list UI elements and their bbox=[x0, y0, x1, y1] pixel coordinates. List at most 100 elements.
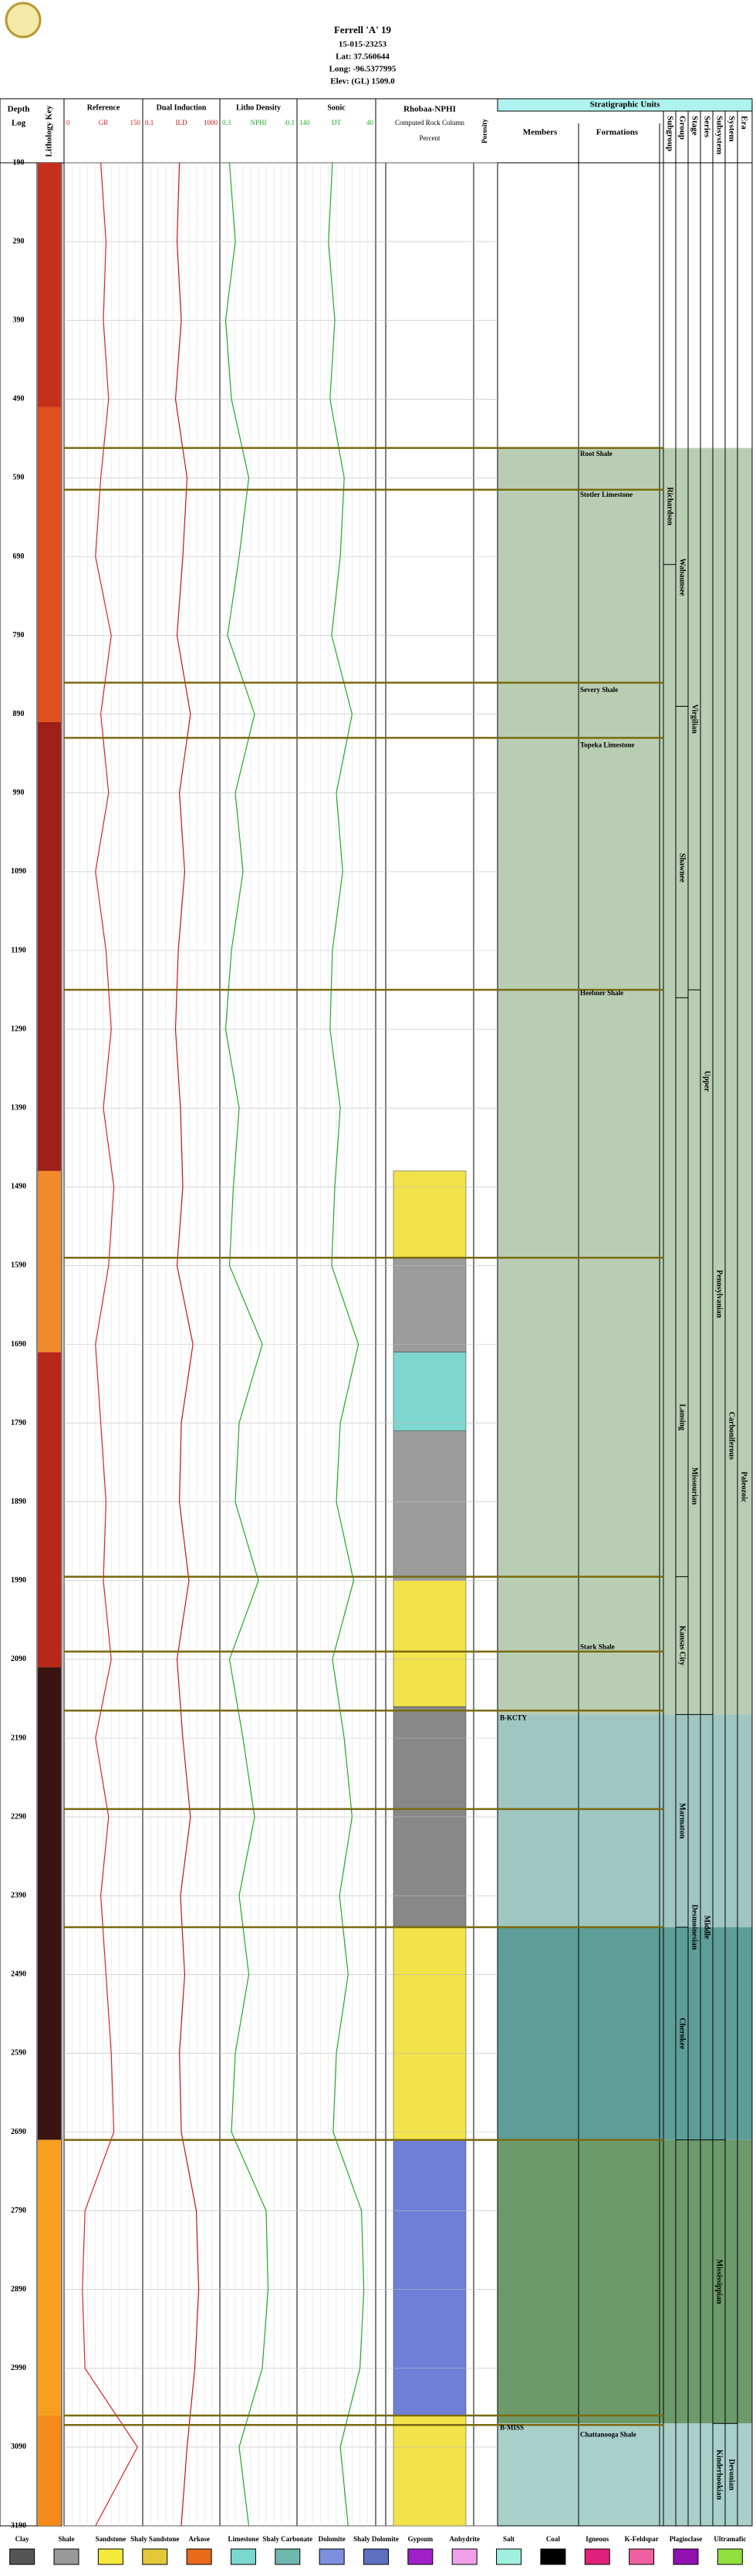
litho-header: Lithology Key bbox=[45, 105, 54, 157]
unit-label: Virgilian bbox=[690, 704, 699, 734]
log-header: Log bbox=[12, 119, 26, 128]
member-label: Stark Shale bbox=[580, 1643, 615, 1651]
unit-label: Kinderhookian bbox=[715, 2449, 724, 2500]
unit-label: Desmoinesian bbox=[690, 1905, 699, 1950]
track-title: Litho Density bbox=[236, 103, 281, 112]
unit-band bbox=[498, 2423, 752, 2526]
depth-label: 1990 bbox=[11, 1576, 26, 1585]
legend-swatch bbox=[451, 2548, 478, 2565]
depth-label: 1290 bbox=[11, 1025, 26, 1033]
rock-interval bbox=[393, 1926, 467, 2140]
unit-label: Lansing bbox=[678, 1404, 687, 1430]
curve-name: ILD bbox=[176, 119, 187, 127]
curve-name: GR bbox=[99, 119, 109, 127]
curve-name: NPHI bbox=[250, 119, 266, 127]
unit-label: Richardson bbox=[666, 487, 674, 525]
depth-label: 1690 bbox=[11, 1340, 26, 1349]
unit-col-header: Era bbox=[739, 116, 748, 130]
track-header bbox=[296, 98, 376, 164]
curve-scale-right: 150 bbox=[130, 119, 141, 127]
legend-label: Clay bbox=[15, 2535, 30, 2543]
legend-swatch bbox=[97, 2548, 123, 2565]
legend-swatch bbox=[275, 2548, 301, 2565]
rock-interval bbox=[393, 1257, 467, 1352]
formations-header: Formations bbox=[596, 128, 639, 137]
unit-col-header: Series bbox=[702, 116, 711, 138]
legend-swatch bbox=[319, 2548, 345, 2565]
log-curve bbox=[328, 162, 365, 2527]
elev: Elev: (GL) 1509.0 bbox=[330, 77, 395, 86]
legend-label: Shaly Dolomite bbox=[353, 2535, 399, 2543]
unit-band bbox=[498, 2139, 752, 2424]
depth-label: 2690 bbox=[11, 2128, 26, 2136]
unit-col-header: System bbox=[727, 116, 736, 142]
members-header: Members bbox=[523, 128, 558, 137]
unit-band bbox=[498, 1927, 752, 2140]
depth-label: 1790 bbox=[11, 1419, 26, 1427]
log-curve bbox=[174, 162, 200, 2527]
unit-label: Middle bbox=[703, 1916, 711, 1940]
well-title: Ferrell 'A' 19 bbox=[334, 24, 392, 35]
depth-header: Depth bbox=[8, 105, 30, 114]
track-title: Dual Induction bbox=[157, 103, 207, 112]
depth-label: 1190 bbox=[11, 946, 25, 954]
track-title: Reference bbox=[87, 103, 120, 112]
legend-label: Shaly Sandstone bbox=[130, 2535, 179, 2543]
legend-label: Plagioclase bbox=[670, 2535, 703, 2543]
curve-scale-left: 140 bbox=[299, 119, 310, 127]
curve-scale-left: 0.3 bbox=[222, 119, 231, 127]
depth-label: 2790 bbox=[11, 2206, 26, 2215]
litho-key bbox=[38, 1170, 61, 1352]
legend-label: Dolomite bbox=[319, 2535, 346, 2543]
depth-label: 590 bbox=[13, 474, 25, 482]
depth-label: 2990 bbox=[11, 2364, 26, 2372]
rock-sub: Computed Rock Column bbox=[395, 119, 465, 127]
litho-key bbox=[38, 1667, 61, 2140]
member-label: B-MISS bbox=[500, 2423, 524, 2431]
rock-unit: Percent bbox=[420, 134, 440, 142]
litho-key bbox=[38, 2416, 61, 2526]
depth-label: 2290 bbox=[11, 1812, 26, 1821]
unit-label: Wabaunsee bbox=[678, 559, 687, 596]
legend-swatch bbox=[496, 2548, 522, 2565]
depth-label: 2390 bbox=[11, 1891, 26, 1899]
depth-label: 2190 bbox=[11, 1734, 26, 1742]
unit-label: Upper bbox=[703, 1071, 711, 1092]
legend-swatch bbox=[584, 2548, 610, 2565]
legend-swatch bbox=[673, 2548, 699, 2565]
depth-label: 1390 bbox=[11, 1103, 26, 1112]
strat-header bbox=[497, 98, 753, 112]
strat-title: Stratigraphic Units bbox=[590, 100, 660, 110]
legend-swatch bbox=[230, 2548, 256, 2565]
depth-label: 190 bbox=[13, 158, 25, 167]
depth-label: 2090 bbox=[11, 1655, 26, 1663]
depth-label: 790 bbox=[13, 631, 25, 640]
log-curve bbox=[82, 162, 138, 2527]
unit-label: Carboniferous bbox=[727, 1412, 736, 1460]
unit-band bbox=[498, 447, 752, 1715]
legend-swatch bbox=[363, 2548, 389, 2565]
depth-label: 290 bbox=[13, 237, 25, 245]
unit-col-header: Stage bbox=[690, 116, 699, 136]
legend-label: Salt bbox=[503, 2535, 515, 2543]
curve-scale-right: 40 bbox=[366, 119, 374, 127]
unit-label: Marmaton bbox=[678, 1803, 687, 1839]
track-header bbox=[219, 98, 298, 164]
unit-label: Pennsylvanian bbox=[715, 1270, 724, 1318]
legend-label: Ultramafic bbox=[714, 2535, 746, 2543]
curve-scale-right: 1000 bbox=[204, 119, 218, 127]
depth-label: 1590 bbox=[11, 1261, 26, 1270]
track-title: Sonic bbox=[327, 103, 346, 112]
logo bbox=[5, 2, 42, 39]
legend-swatch bbox=[717, 2548, 743, 2565]
depth-label: 390 bbox=[13, 316, 25, 324]
legend-swatch bbox=[53, 2548, 79, 2565]
unit-label: Shawnee bbox=[678, 853, 687, 883]
legend-label: Igneous bbox=[586, 2535, 609, 2543]
legend-label: K-Feldspar bbox=[625, 2535, 659, 2543]
legend-swatch bbox=[407, 2548, 434, 2565]
legend-swatch bbox=[186, 2548, 212, 2565]
litho-key bbox=[38, 163, 61, 407]
